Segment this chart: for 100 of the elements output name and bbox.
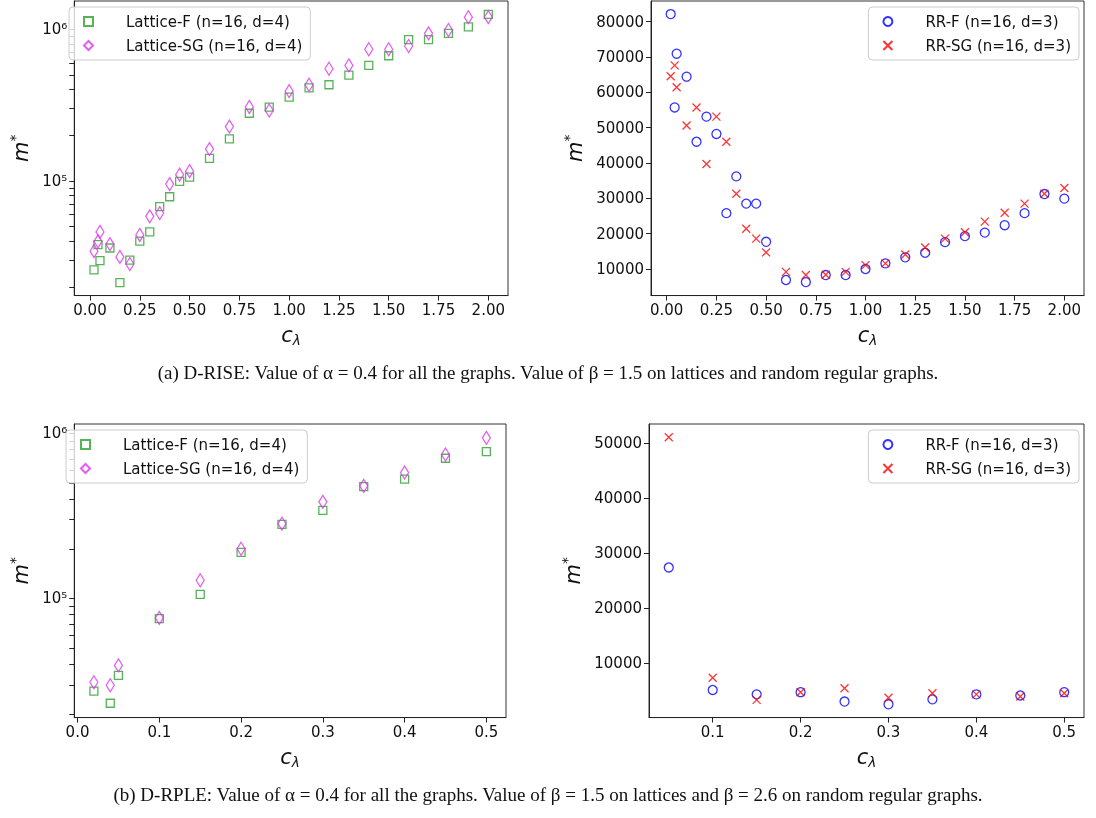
point [304, 83, 314, 93]
point [440, 453, 451, 463]
point [125, 255, 135, 265]
point [135, 236, 145, 246]
point [939, 237, 951, 248]
y-axis-title: m* [561, 134, 587, 162]
legend-label: RR-SG (n=16, d=3) [925, 459, 1072, 478]
point [93, 239, 103, 250]
point [165, 192, 175, 202]
point [174, 176, 185, 186]
x-tick-label: 1.50 [948, 301, 982, 320]
point [224, 134, 235, 144]
point [1019, 198, 1030, 209]
point [665, 8, 676, 20]
point [883, 693, 894, 703]
point [1059, 183, 1069, 193]
legend-label: Lattice-F (n=16, d=4) [123, 435, 287, 454]
point [145, 227, 155, 237]
point [284, 92, 294, 102]
point [999, 220, 1010, 231]
point [224, 119, 235, 134]
point [264, 102, 274, 112]
x-tick-label: 0.3 [310, 723, 335, 742]
point [440, 447, 451, 462]
y-axis-title: m* [559, 556, 585, 585]
y-tick-label: 60000 [596, 83, 644, 102]
y-tick-label: 50000 [596, 118, 644, 137]
point [174, 167, 185, 182]
point [860, 263, 871, 275]
point [672, 82, 682, 92]
y-tick-label: 10000 [596, 260, 644, 279]
y-tick-label: 10⁶ [42, 20, 68, 39]
point [751, 689, 762, 700]
point [663, 562, 674, 573]
x-tick-label: 0.1 [700, 723, 725, 742]
point [184, 172, 195, 182]
point [463, 22, 474, 32]
text: (b) D-RPLE: Value of α = 0.4 for all the graphs. Value of β = 1.5 on lattices and β = 2.6 on random regular graphs. [112, 784, 984, 806]
x-tick-label: 2.00 [471, 301, 505, 320]
point [708, 673, 718, 683]
x-tick-label: 2.00 [1047, 301, 1082, 320]
point [940, 233, 950, 244]
point [741, 198, 752, 209]
point [840, 269, 851, 281]
point [801, 270, 811, 280]
x-tick-label: 1.25 [898, 301, 932, 320]
y-axis-title: m* [7, 134, 33, 162]
point [344, 70, 354, 80]
point [731, 189, 741, 199]
point [781, 267, 791, 277]
legend-label: Lattice-F (n=16, d=4) [126, 12, 290, 31]
point [731, 171, 742, 182]
point [691, 102, 702, 113]
point [711, 111, 722, 122]
point [761, 247, 771, 258]
y-tick-label: 50000 [594, 433, 642, 452]
x-tick-label: 1.00 [848, 301, 883, 320]
point [860, 260, 871, 270]
x-tick-label: 1.25 [322, 301, 356, 320]
point [195, 589, 205, 599]
point [95, 255, 105, 266]
point [711, 128, 722, 140]
point [113, 670, 124, 681]
point [423, 26, 434, 41]
y-tick-label: 20000 [594, 599, 642, 618]
legend-label: Lattice-SG (n=16, d=4) [126, 36, 303, 55]
x-tick-label: 0.50 [172, 301, 207, 320]
point [423, 35, 434, 45]
point [671, 48, 682, 59]
point [89, 686, 99, 696]
x-tick-label: 0.2 [229, 723, 254, 742]
x-tick-label: 0.1 [147, 723, 172, 742]
point [105, 243, 115, 253]
point [664, 432, 674, 442]
y-tick-label: 40000 [596, 153, 644, 172]
point [780, 274, 792, 286]
point [113, 658, 124, 673]
point [670, 60, 680, 71]
point [927, 694, 938, 705]
point [960, 227, 970, 237]
y-tick-label: 10⁶ [42, 424, 68, 443]
x-tick-label: 1.75 [421, 301, 456, 320]
x-tick-label: 0.4 [392, 723, 417, 742]
x-tick-label: 1.00 [272, 301, 306, 320]
point [318, 505, 328, 515]
point [707, 684, 718, 696]
point [399, 474, 410, 484]
x-tick-label: 0.4 [964, 723, 989, 742]
point [666, 71, 676, 81]
x-tick-label: 0.75 [799, 301, 833, 320]
point [927, 688, 938, 698]
point [741, 224, 751, 234]
point [443, 28, 454, 38]
point [839, 683, 850, 693]
x-tick-label: 0.2 [788, 723, 813, 742]
point [399, 465, 410, 480]
y-tick-label: 20000 [596, 224, 644, 243]
point [681, 120, 692, 131]
y-tick-label: 70000 [596, 47, 644, 66]
point [839, 696, 850, 707]
